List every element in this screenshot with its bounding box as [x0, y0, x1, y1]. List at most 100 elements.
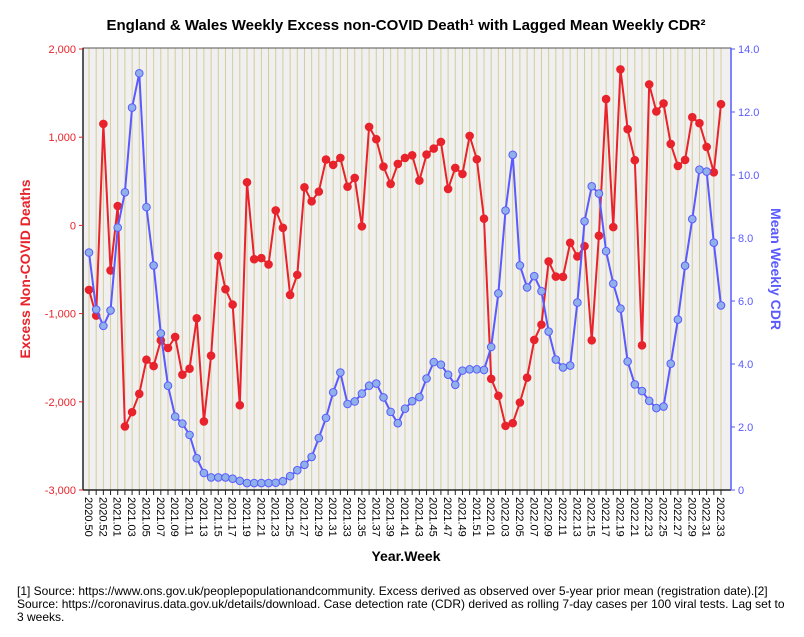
x-tick-label: 2022.05	[513, 497, 525, 537]
excess-deaths-point	[364, 122, 374, 132]
excess-deaths-point	[199, 417, 209, 426]
x-tick-label: 2022.15	[585, 497, 597, 537]
excess-deaths-point	[213, 251, 223, 261]
cdr-point	[637, 386, 647, 396]
plot-area	[83, 48, 731, 490]
y2-tick-label: 2.0	[738, 422, 753, 434]
cdr-point	[386, 407, 395, 417]
y2-axis-title: Mean Weekly CDR	[768, 208, 784, 330]
cdr-point	[371, 379, 381, 388]
excess-deaths-point	[285, 290, 295, 300]
excess-deaths-point	[666, 139, 676, 149]
excess-deaths-point	[350, 173, 360, 183]
x-tick-label: 2020.50	[82, 497, 94, 537]
excess-deaths-point	[644, 80, 654, 89]
chart-title: England & Wales Weekly Excess non-COVID …	[106, 17, 705, 34]
excess-deaths-point	[379, 162, 388, 171]
cdr-point	[443, 370, 453, 380]
cdr-point	[486, 342, 496, 352]
y2-tick-label: 6.0	[738, 296, 753, 308]
x-tick-label: 2021.51	[470, 497, 482, 537]
y-tick-label: -1,000	[45, 309, 76, 321]
footnote: [1] Source: https://www.ons.gov.uk/peopl…	[17, 584, 785, 624]
cdr-point	[343, 399, 352, 409]
excess-deaths-point	[709, 168, 719, 177]
cdr-point	[300, 460, 309, 470]
x-tick-label: 2022.29	[685, 497, 697, 537]
cdr-point	[709, 238, 719, 248]
x-tick-label: 2021.03	[125, 497, 137, 537]
cdr-point	[479, 365, 489, 375]
x-tick-label: 2022.11	[556, 497, 568, 536]
cdr-point	[422, 374, 431, 383]
excess-deaths-point	[400, 153, 410, 163]
excess-deaths-point	[235, 400, 245, 410]
cdr-point	[687, 214, 697, 224]
x-tick-label: 2020.52	[96, 497, 108, 537]
excess-deaths-point	[716, 99, 726, 109]
x-tick-label: 2022.17	[599, 497, 611, 537]
excess-deaths-point	[178, 370, 187, 380]
cdr-point	[659, 402, 668, 411]
cdr-point	[199, 468, 209, 478]
cdr-point	[558, 363, 568, 372]
excess-deaths-point	[221, 284, 230, 294]
cdr-point	[537, 286, 546, 296]
cdr-point	[249, 478, 259, 488]
x-tick-label: 2021.23	[269, 497, 281, 537]
excess-deaths-point	[415, 176, 424, 185]
x-tick-label: 2021.01	[111, 497, 123, 537]
cdr-point	[292, 465, 302, 475]
excess-deaths-point	[486, 374, 496, 384]
cdr-point	[328, 388, 338, 397]
cdr-point	[242, 478, 252, 488]
excess-deaths-point	[185, 364, 194, 374]
x-tick-label: 2022.01	[484, 497, 496, 537]
x-tick-label: 2022.19	[613, 497, 625, 537]
excess-deaths-point	[623, 124, 632, 134]
axes: -3,000 -2,000 -1,000 0 1,000 2,000 0 2.0 4.0 6.0 8…	[45, 44, 760, 537]
cdr-point	[508, 150, 518, 160]
excess-deaths-point	[300, 182, 309, 192]
cdr-point	[271, 478, 281, 488]
cdr-point	[278, 476, 288, 486]
cdr-point	[587, 182, 597, 191]
excess-deaths-point	[307, 197, 316, 206]
excess-deaths-point	[479, 214, 489, 223]
excess-deaths-point	[637, 341, 647, 350]
cdr-point	[264, 478, 273, 488]
x-tick-label: 2021.21	[254, 497, 266, 537]
cdr-point	[228, 474, 237, 483]
excess-deaths-point	[587, 336, 597, 345]
cdr-point	[350, 397, 360, 406]
cdr-point	[235, 476, 245, 486]
excess-deaths-point	[472, 154, 482, 164]
y2-tick-label: 4.0	[738, 359, 753, 371]
cdr-point	[623, 357, 632, 366]
excess-deaths-point	[450, 163, 460, 173]
x-tick-label: 2021.47	[441, 497, 453, 537]
cdr-point	[652, 403, 661, 413]
cdr-point	[501, 206, 510, 215]
excess-deaths-point	[573, 252, 582, 261]
cdr-point	[573, 298, 582, 307]
excess-deaths-point	[601, 94, 611, 104]
excess-deaths-point	[134, 389, 144, 399]
excess-deaths-point	[192, 313, 202, 323]
cdr-point	[91, 305, 101, 314]
cdr-point	[673, 315, 683, 324]
cdr-point	[695, 165, 704, 174]
cdr-point	[400, 404, 410, 414]
excess-deaths-point	[608, 222, 618, 232]
x-tick-label: 2022.33	[714, 497, 726, 537]
series-group	[84, 65, 726, 488]
cdr-point	[630, 380, 640, 389]
excess-deaths-point	[142, 355, 151, 365]
x-tick-label: 2021.15	[211, 497, 223, 537]
cdr-point	[616, 304, 625, 313]
excess-deaths-point	[242, 177, 252, 187]
excess-deaths-point	[630, 155, 640, 165]
excess-deaths-point	[321, 155, 331, 164]
cdr-point	[472, 365, 482, 374]
y-tick-label: 1,000	[48, 132, 76, 144]
